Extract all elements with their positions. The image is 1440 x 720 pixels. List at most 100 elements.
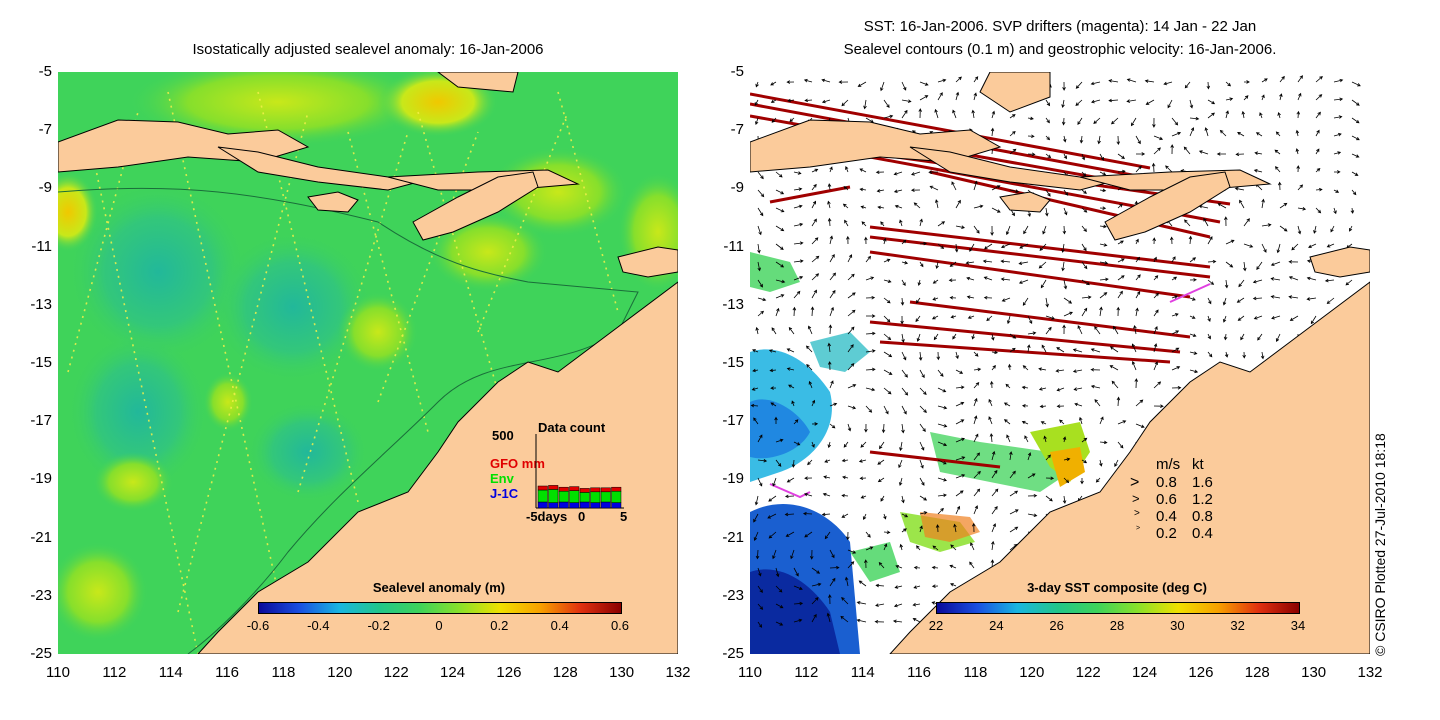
velocity-arrow bbox=[1063, 477, 1070, 484]
velocity-arrow bbox=[757, 567, 762, 577]
velocity-arrow bbox=[1243, 243, 1254, 248]
velocity-arrow bbox=[955, 225, 966, 229]
velocity-arrow bbox=[973, 505, 978, 515]
velocity-arrow bbox=[1171, 330, 1180, 335]
velocity-arrow bbox=[1021, 420, 1029, 425]
velocity-arrow bbox=[807, 459, 813, 466]
velocity-arrow bbox=[1189, 351, 1198, 355]
velocity-arrow bbox=[824, 459, 831, 463]
velocity-arrow bbox=[811, 200, 816, 209]
velocity-arrow bbox=[1310, 315, 1317, 325]
velocity-arrow bbox=[1153, 147, 1161, 155]
velocity-arrow bbox=[1045, 476, 1055, 480]
velocity-arrow bbox=[804, 531, 813, 538]
velocity-arrow bbox=[793, 241, 804, 245]
velocity-arrow bbox=[1009, 347, 1016, 353]
velocity-arrow bbox=[1313, 225, 1317, 234]
velocity-arrow bbox=[1081, 307, 1088, 317]
velocity-arrow bbox=[1018, 279, 1029, 284]
velocity-arrow bbox=[901, 261, 909, 265]
velocity-arrow bbox=[919, 369, 925, 379]
velocity-arrow bbox=[1056, 387, 1065, 392]
velocity-arrow bbox=[919, 459, 924, 469]
velocity-arrow bbox=[1097, 135, 1101, 145]
velocity-arrow bbox=[829, 549, 835, 559]
velocity-arrow bbox=[1079, 416, 1083, 425]
velocity-arrow bbox=[865, 349, 876, 353]
x-tick-label: 128 bbox=[552, 664, 578, 681]
y-tick-label: -21 bbox=[722, 528, 744, 546]
velocity-arrow bbox=[1005, 225, 1011, 236]
velocity-arrow bbox=[804, 476, 813, 480]
velocity-arrow bbox=[1351, 99, 1360, 106]
velocity-arrow bbox=[1027, 134, 1035, 139]
velocity-arrow bbox=[865, 255, 872, 263]
velocity-arrow bbox=[1061, 99, 1065, 109]
velocity-arrow bbox=[1271, 315, 1281, 320]
velocity-arrow bbox=[1171, 366, 1181, 371]
velocity-arrow bbox=[1056, 404, 1065, 408]
velocity-arrow bbox=[901, 279, 906, 287]
velocity-arrow bbox=[982, 259, 993, 264]
velocity-arrow bbox=[937, 369, 944, 377]
velocity-arrow bbox=[1095, 477, 1101, 483]
velocity-arrow bbox=[775, 189, 785, 195]
velocity-arrow bbox=[1045, 117, 1050, 124]
velocity-arrow bbox=[844, 576, 849, 587]
velocity-arrow bbox=[919, 241, 928, 246]
velocity-arrow bbox=[901, 387, 909, 396]
velocity-arrow bbox=[771, 117, 777, 123]
velocity-arrow bbox=[1075, 81, 1083, 89]
colorbar-tick-label: -0.2 bbox=[367, 618, 390, 633]
velocity-arrow bbox=[883, 258, 891, 263]
velocity-arrow bbox=[1351, 171, 1359, 176]
velocity-arrow bbox=[793, 601, 804, 606]
data-count-x-mid: 0 bbox=[578, 509, 586, 524]
velocity-arrow bbox=[953, 523, 957, 533]
velocity-arrow bbox=[1062, 495, 1067, 504]
velocity-arrow bbox=[1099, 224, 1107, 229]
velocity-arrow bbox=[1270, 295, 1281, 299]
velocity-arrow bbox=[1237, 315, 1245, 321]
velocity-arrow bbox=[1099, 243, 1108, 247]
velocity-arrow bbox=[1045, 135, 1051, 141]
velocity-arrow bbox=[805, 345, 813, 353]
velocity-arrow bbox=[793, 187, 803, 191]
velocity-arrow bbox=[1116, 306, 1120, 317]
velocity-arrow bbox=[775, 171, 783, 178]
velocity-arrow bbox=[955, 351, 959, 360]
velocity-arrow bbox=[859, 476, 867, 480]
velocity-arrow bbox=[829, 423, 836, 429]
land-masses-right bbox=[750, 72, 1370, 654]
velocity-arrow bbox=[933, 333, 939, 341]
velocity-arrow bbox=[1274, 149, 1281, 155]
velocity-arrow bbox=[775, 585, 783, 593]
speed-legend-kt-value: 1.6 bbox=[1192, 474, 1213, 491]
velocity-arrow bbox=[757, 477, 763, 487]
velocity-arrow bbox=[1222, 297, 1227, 306]
velocity-arrow bbox=[1108, 79, 1119, 83]
velocity-arrow bbox=[1099, 440, 1108, 445]
velocity-arrow bbox=[919, 261, 924, 268]
velocity-arrow bbox=[793, 585, 803, 590]
velocity-arrow bbox=[1171, 295, 1179, 299]
velocity-arrow bbox=[935, 199, 939, 209]
velocity-arrow bbox=[991, 523, 996, 533]
speed-legend: m/s kt >0.8 1.6 >0.6 1.2 >0.4 0.8 >0.2 0.4 bbox=[1130, 456, 1240, 546]
data-count-bar bbox=[579, 501, 590, 509]
velocity-arrow bbox=[1045, 297, 1049, 308]
velocity-arrow bbox=[1153, 361, 1158, 371]
velocity-arrow bbox=[1306, 276, 1317, 281]
velocity-arrow bbox=[1135, 399, 1144, 407]
velocity-arrow bbox=[1243, 218, 1250, 227]
velocity-arrow bbox=[1351, 153, 1360, 158]
data-count-ymax: 500 bbox=[492, 428, 514, 443]
velocity-arrow bbox=[1207, 99, 1216, 105]
data-count-bar bbox=[590, 491, 601, 503]
velocity-arrow bbox=[757, 585, 763, 593]
velocity-arrow bbox=[991, 488, 999, 497]
velocity-arrow bbox=[955, 505, 961, 515]
velocity-arrow bbox=[1189, 297, 1196, 301]
velocity-arrow bbox=[1255, 132, 1263, 137]
velocity-arrow bbox=[1090, 367, 1101, 372]
